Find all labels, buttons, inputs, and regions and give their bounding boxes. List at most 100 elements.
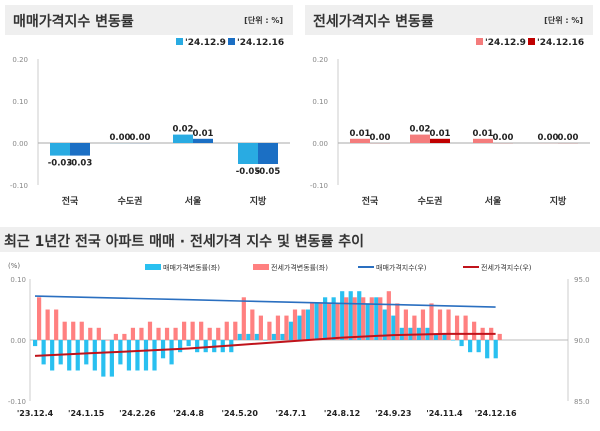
- sale-change-bar: [58, 340, 63, 365]
- lease-change-bar: [267, 321, 272, 340]
- sale-change-bar: [476, 340, 481, 353]
- lease-change-bar: [412, 315, 417, 340]
- x-tick-label: '24.5.20: [222, 409, 259, 418]
- y-tick-label: -0.10: [310, 182, 328, 190]
- lease-change-bar: [173, 327, 178, 340]
- bar: [350, 138, 370, 143]
- legend-label: '24.12.9: [185, 38, 226, 48]
- sale-change-bar: [450, 340, 456, 341]
- sale-change-bar: [143, 340, 149, 371]
- sale-change-bar: [280, 333, 285, 340]
- lease-change-bar: [233, 321, 238, 340]
- lease-change-bar: [113, 333, 118, 340]
- sale-change-bar: [92, 340, 97, 371]
- sale-change-bar: [442, 333, 447, 340]
- legend-swatch: [253, 264, 269, 270]
- lease-change-bar: [403, 309, 408, 340]
- lease-change-bar: [463, 315, 468, 340]
- lease-change-bar: [216, 327, 221, 340]
- data-label: 0.00: [493, 133, 514, 143]
- y-tick-label: -0.10: [10, 182, 28, 190]
- category-label: 지방: [550, 195, 567, 207]
- legend-label: 전세가격지수(우): [481, 263, 532, 272]
- sale-change-bar: [263, 340, 268, 341]
- y2-tick-label: 90.0: [574, 337, 590, 345]
- lease-change-bar: [122, 333, 127, 340]
- legend-label: '24.12.16: [537, 38, 584, 48]
- legend-swatch: [228, 38, 235, 45]
- sale-change-bar: [75, 340, 80, 371]
- sale-change-bar: [459, 340, 464, 347]
- bar: [193, 138, 213, 143]
- lease-change-bar: [361, 297, 366, 340]
- x-tick-label: '24.4.8: [173, 409, 204, 418]
- data-label: -0.03: [68, 159, 93, 169]
- sale-panel-title: 매매가격지수 변동률: [13, 14, 134, 30]
- x-tick-label: '24.7.1: [276, 409, 307, 418]
- data-label: 0.00: [110, 133, 131, 143]
- lease-change-bar: [284, 315, 289, 340]
- sale-change-bar: [178, 340, 183, 353]
- legend-swatch: [176, 38, 183, 45]
- y-tick-label: 0.00: [312, 140, 328, 148]
- y-tick-label: 0.10: [312, 98, 328, 106]
- lease-index-line: [34, 332, 496, 357]
- data-label: 0.01: [430, 129, 451, 139]
- sale-change-bar: [126, 340, 132, 371]
- legend-label: '24.12.9: [485, 38, 526, 48]
- bar: [430, 138, 450, 143]
- trend-panel-header: 최근 1년간 전국 아파트 매매 · 전세가격 지수 및 변동률 추이: [0, 227, 600, 252]
- x-tick-label: '23.12.4: [17, 409, 54, 418]
- lease-change-bar: [45, 309, 50, 340]
- lease-change-bar: [88, 327, 93, 340]
- data-label: 0.01: [473, 129, 494, 139]
- lease-change-bar: [71, 321, 76, 340]
- lease-change-bar: [54, 309, 59, 340]
- lease-change-bar: [130, 327, 136, 340]
- data-label: 0.01: [193, 129, 214, 139]
- lease-change-bar: [292, 309, 298, 340]
- bar: [410, 134, 430, 143]
- lease-change-bar: [352, 297, 357, 340]
- sale-change-bar: [203, 340, 208, 353]
- sale-change-bar: [67, 340, 72, 371]
- lease-change-bar: [258, 315, 263, 340]
- category-label: 서울: [485, 195, 502, 207]
- sale-change-bar: [340, 291, 345, 340]
- bar: [238, 143, 258, 164]
- sale-change-bar: [84, 340, 89, 365]
- sale-change-bar: [365, 303, 370, 340]
- y2-tick-label: 85.0: [574, 398, 590, 406]
- sale-change-bar: [297, 315, 302, 340]
- lease-change-bar: [164, 327, 170, 340]
- sale-change-bar: [433, 333, 439, 340]
- legend-swatch: [145, 264, 161, 270]
- lease-change-bar: [378, 297, 383, 340]
- lease-panel-header: 전세가격지수 변동률 [단위 : %]: [305, 5, 593, 35]
- data-label: 0.02: [173, 125, 194, 135]
- sale-change-bar: [468, 340, 473, 353]
- sale-change-bar: [169, 340, 174, 365]
- y-tick-label: -0.10: [8, 398, 26, 406]
- y-tick-label: 0.10: [12, 98, 28, 106]
- sale-change-bar: [237, 333, 242, 340]
- data-label: 0.00: [130, 133, 151, 143]
- x-tick-label: '24.2.26: [119, 409, 156, 418]
- category-label: 수도권: [118, 195, 143, 207]
- legend-swatch: [528, 38, 535, 45]
- lease-change-bar: [79, 321, 84, 340]
- bar: [258, 143, 278, 164]
- sale-change-bar: [374, 297, 379, 340]
- sale-change-bar: [391, 315, 396, 340]
- lease-change-bar: [182, 321, 187, 340]
- sale-index-line: [34, 295, 496, 308]
- lease-change-bar: [224, 321, 229, 340]
- sale-change-bar: [288, 321, 294, 340]
- trend-panel-title: 최근 1년간 전국 아파트 매매 · 전세가격 지수 및 변동률 추이: [4, 234, 365, 250]
- lease-change-bar: [369, 297, 374, 340]
- lease-change-bar: [156, 327, 161, 340]
- sale-change-bar: [485, 340, 490, 359]
- legend-swatch: [476, 38, 483, 45]
- lease-change-bar: [241, 297, 246, 340]
- sale-change-bar: [33, 340, 38, 347]
